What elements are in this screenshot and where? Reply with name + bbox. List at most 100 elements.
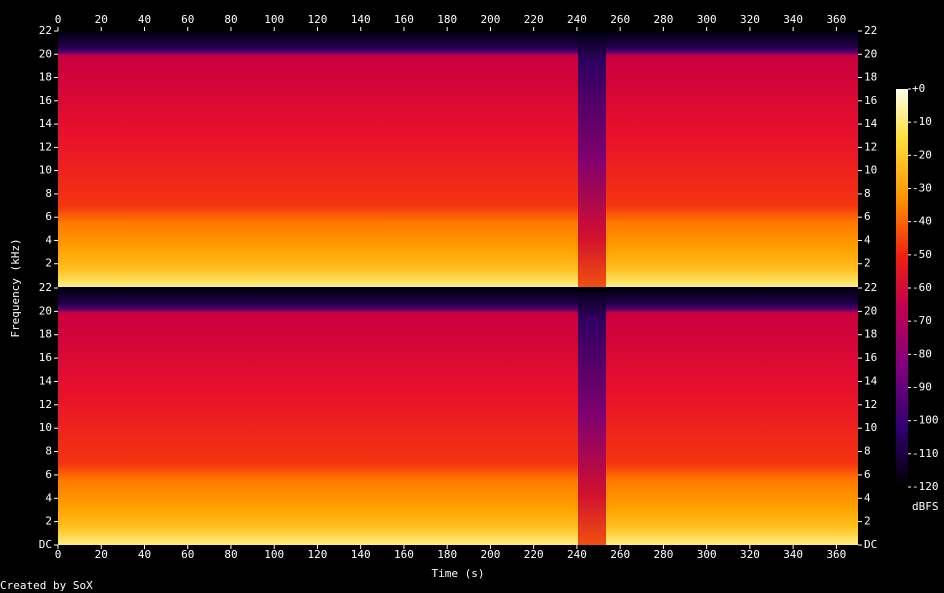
x-tick-label: 240 bbox=[567, 548, 587, 561]
y-tick-label: 20 bbox=[39, 47, 52, 60]
colorbar bbox=[896, 89, 908, 487]
y-axis-label: Frequency (kHz) bbox=[9, 238, 22, 337]
x-tick-label: 200 bbox=[480, 548, 500, 561]
y-tick-label: 18 bbox=[39, 328, 52, 341]
colorbar-tick-label: -100 bbox=[912, 414, 939, 427]
y-tick-label: 12 bbox=[864, 140, 877, 153]
x-tick-label: 60 bbox=[181, 548, 194, 561]
y-tick-label: 22 bbox=[39, 24, 52, 37]
x-tick-label: 360 bbox=[826, 13, 846, 26]
x-tick-label: 260 bbox=[610, 13, 630, 26]
x-tick-label: 300 bbox=[697, 13, 717, 26]
y-tick-label: 6 bbox=[45, 468, 52, 481]
colorbar-label: dBFS bbox=[912, 500, 939, 513]
colorbar-tick-label: -40 bbox=[912, 215, 932, 228]
y-tick-label: 20 bbox=[864, 47, 877, 60]
x-tick-label: 20 bbox=[95, 13, 108, 26]
y-tick-label: DC bbox=[864, 538, 877, 551]
y-tick-label: 22 bbox=[864, 24, 877, 37]
x-tick-label: 120 bbox=[308, 548, 328, 561]
y-tick-label: 20 bbox=[864, 304, 877, 317]
y-tick-label: 6 bbox=[864, 468, 871, 481]
y-tick-label: 6 bbox=[864, 210, 871, 223]
x-tick-label: 180 bbox=[437, 548, 457, 561]
x-tick-label: 80 bbox=[224, 548, 237, 561]
colorbar-tick-label: -20 bbox=[912, 148, 932, 161]
spectrogram-quiet-region bbox=[578, 288, 606, 545]
y-tick-label: 4 bbox=[45, 491, 52, 504]
x-tick-label: 360 bbox=[826, 548, 846, 561]
y-tick-label: 14 bbox=[39, 117, 53, 130]
spectrogram-channel-2 bbox=[58, 288, 858, 545]
y-tick-label: 10 bbox=[39, 164, 52, 177]
y-tick-label: 8 bbox=[864, 187, 871, 200]
spectrogram-channel-1 bbox=[58, 31, 858, 287]
y-tick-label: 14 bbox=[864, 374, 878, 387]
x-tick-label: 60 bbox=[181, 13, 194, 26]
y-tick-label: 20 bbox=[39, 304, 52, 317]
x-tick-label: 40 bbox=[138, 13, 151, 26]
x-tick-label: 0 bbox=[55, 13, 62, 26]
x-tick-label: 100 bbox=[264, 13, 284, 26]
x-tick-label: 240 bbox=[567, 13, 587, 26]
y-tick-label: 18 bbox=[864, 328, 877, 341]
x-tick-label: 180 bbox=[437, 13, 457, 26]
x-tick-label: 100 bbox=[264, 548, 284, 561]
x-tick-label: 220 bbox=[524, 548, 544, 561]
x-tick-label: 140 bbox=[351, 548, 371, 561]
y-tick-label: 18 bbox=[39, 71, 52, 84]
y-tick-label: 4 bbox=[45, 233, 52, 246]
colorbar-tick-label: -50 bbox=[912, 248, 932, 261]
y-tick-label: 12 bbox=[39, 398, 52, 411]
x-tick-label: 160 bbox=[394, 13, 414, 26]
x-tick-label: 280 bbox=[653, 548, 673, 561]
x-tick-label: 20 bbox=[95, 548, 108, 561]
x-tick-label: 320 bbox=[740, 548, 760, 561]
x-axis-label: Time (s) bbox=[432, 567, 485, 580]
x-tick-label: 0 bbox=[55, 548, 62, 561]
colorbar-tick-label: -30 bbox=[912, 182, 932, 195]
x-tick-label: 340 bbox=[783, 13, 803, 26]
y-tick-label: 10 bbox=[864, 421, 877, 434]
colorbar-tick-label: -60 bbox=[912, 281, 932, 294]
x-tick-label: 160 bbox=[394, 548, 414, 561]
y-tick-label: 2 bbox=[45, 515, 52, 528]
y-tick-label: 2 bbox=[45, 257, 52, 270]
colorbar-tick-label: +0 bbox=[912, 82, 925, 95]
x-tick-label: 300 bbox=[697, 548, 717, 561]
colorbar-tick-label: -110 bbox=[912, 447, 939, 460]
credit: Created by SoX bbox=[0, 579, 93, 592]
y-tick-label: 8 bbox=[45, 187, 52, 200]
x-tick-label: 120 bbox=[308, 13, 328, 26]
y-tick-label: 8 bbox=[864, 445, 871, 458]
y-tick-label: 14 bbox=[864, 117, 878, 130]
x-tick-label: 40 bbox=[138, 548, 151, 561]
colorbar-tick-label: -80 bbox=[912, 347, 932, 360]
y-tick-label: 6 bbox=[45, 210, 52, 223]
y-tick-label: 16 bbox=[864, 94, 877, 107]
colorbar-tick-label: -90 bbox=[912, 381, 932, 394]
y-tick-label: 10 bbox=[39, 421, 52, 434]
spectrogram-quiet-region bbox=[578, 31, 606, 287]
y-tick-label: 10 bbox=[864, 164, 877, 177]
y-tick-label: DC bbox=[39, 538, 52, 551]
x-tick-label: 260 bbox=[610, 548, 630, 561]
y-tick-label: 14 bbox=[39, 374, 53, 387]
y-tick-label: 16 bbox=[39, 94, 52, 107]
x-tick-label: 200 bbox=[480, 13, 500, 26]
x-tick-label: 320 bbox=[740, 13, 760, 26]
y-tick-label: 18 bbox=[864, 71, 877, 84]
y-tick-label: 16 bbox=[864, 351, 877, 364]
x-tick-label: 340 bbox=[783, 548, 803, 561]
y-tick-label: 4 bbox=[864, 233, 871, 246]
y-tick-label: 4 bbox=[864, 491, 871, 504]
x-tick-label: 220 bbox=[524, 13, 544, 26]
y-tick-label: 12 bbox=[39, 140, 52, 153]
y-tick-label: 8 bbox=[45, 445, 52, 458]
colorbar-tick-label: -120 bbox=[912, 480, 939, 493]
y-tick-label: 2 bbox=[864, 515, 871, 528]
x-tick-label: 80 bbox=[224, 13, 237, 26]
y-tick-label: 2 bbox=[864, 257, 871, 270]
